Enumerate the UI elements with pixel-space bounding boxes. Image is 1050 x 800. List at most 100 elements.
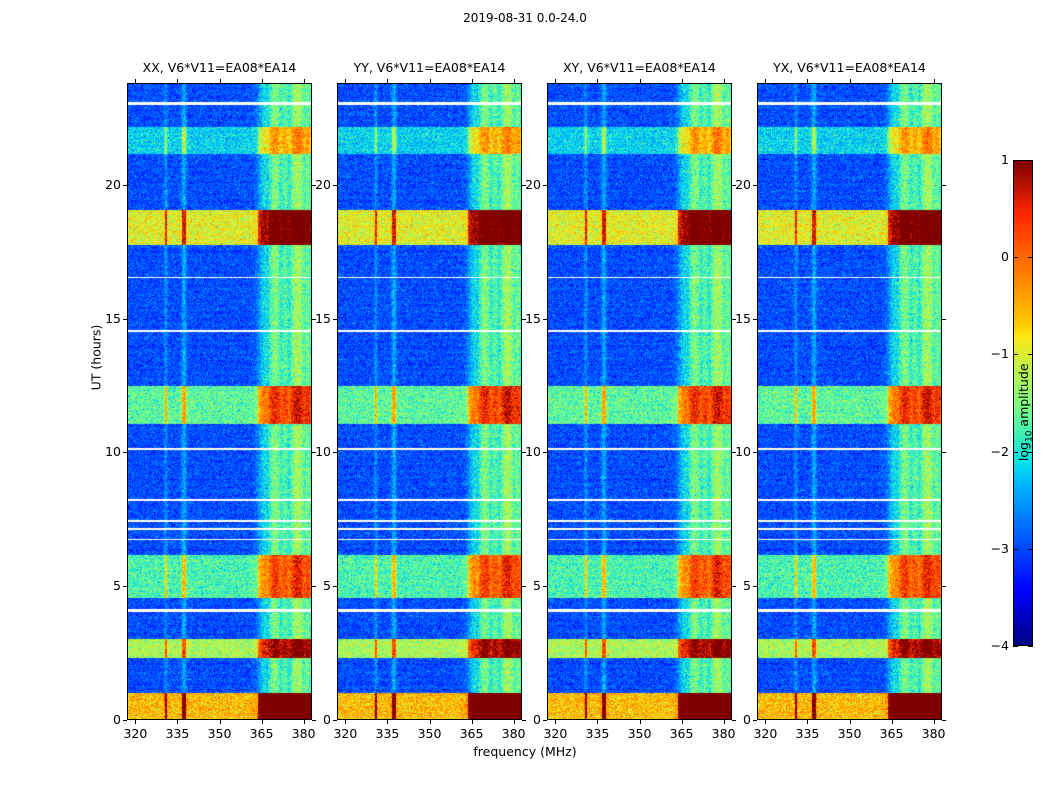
colorbar-tick-mark-right <box>1028 257 1033 259</box>
panel-xy[interactable]: XY, V6*V11=EA08*EA14 <box>547 60 732 720</box>
y-tick-mark-right <box>732 184 736 186</box>
y-tick-label: 10 <box>315 444 331 460</box>
x-tick-label: 380 <box>711 726 736 741</box>
x-tick-mark-top <box>471 79 473 83</box>
y-tick-mark <box>333 720 337 721</box>
x-tick-label: 320 <box>543 726 568 741</box>
y-tick-mark-right <box>522 586 526 588</box>
colorbar-tick-mark-right <box>1028 646 1033 647</box>
x-tick-label: 365 <box>249 726 274 741</box>
panel-yx[interactable]: YX, V6*V11=EA08*EA14 <box>757 60 942 720</box>
waterfall-axes-yy[interactable] <box>337 83 522 720</box>
y-axis-label: UT (hours) <box>88 324 104 391</box>
x-tick-mark-top <box>555 79 557 83</box>
y-tick-mark-right <box>732 720 736 721</box>
colorbar[interactable] <box>1013 160 1033 646</box>
y-tick-mark <box>543 586 547 588</box>
y-tick-label: 15 <box>105 310 121 326</box>
x-tick-label: 320 <box>123 726 148 741</box>
y-tick-mark <box>543 318 547 320</box>
panel-title-xx: XX, V6*V11=EA08*EA14 <box>142 60 297 75</box>
x-tick-mark <box>471 720 473 724</box>
y-tick-mark <box>753 586 757 588</box>
x-tick-mark-top <box>345 79 347 83</box>
y-tick-mark-right <box>732 586 736 588</box>
colorbar-tick-mark-right <box>1028 451 1033 453</box>
x-tick-label: 350 <box>207 726 232 741</box>
y-tick-mark <box>543 720 547 721</box>
x-tick-label: 335 <box>585 726 610 741</box>
y-tick-label: 0 <box>533 712 541 727</box>
y-tick-mark <box>753 452 757 454</box>
y-tick-label: 0 <box>113 712 121 727</box>
y-tick-label: 0 <box>323 712 331 727</box>
x-tick-label: 350 <box>837 726 862 741</box>
panel-title-yx: YX, V6*V11=EA08*EA14 <box>773 60 926 75</box>
x-tick-mark <box>639 720 641 724</box>
x-tick-mark-top <box>723 79 725 83</box>
y-tick-mark-right <box>312 184 316 186</box>
y-tick-mark <box>123 318 127 320</box>
x-tick-mark <box>891 720 893 724</box>
x-tick-mark <box>135 720 137 724</box>
colorbar-tick-mark <box>1013 257 1018 259</box>
y-tick-mark <box>123 452 127 454</box>
colorbar-tick-mark <box>1013 451 1018 453</box>
y-tick-label: 0 <box>743 712 751 727</box>
x-tick-mark-top <box>807 79 809 83</box>
x-tick-mark <box>849 720 851 724</box>
colorbar-tick-mark <box>1013 646 1018 647</box>
x-tick-mark <box>219 720 221 724</box>
y-tick-mark-right <box>312 720 316 721</box>
colorbar-label: log10 amplitude <box>1016 332 1035 492</box>
y-tick-label: 20 <box>525 176 541 192</box>
y-tick-mark <box>123 184 127 186</box>
y-tick-mark <box>123 586 127 588</box>
x-tick-mark-top <box>177 79 179 83</box>
y-tick-label: 10 <box>105 444 121 460</box>
y-tick-label: 20 <box>315 176 331 192</box>
x-tick-mark-top <box>681 79 683 83</box>
colorbar-tick-label: 0 <box>1001 249 1009 265</box>
x-tick-mark-top <box>261 79 263 83</box>
x-tick-label: 380 <box>291 726 316 741</box>
x-tick-mark-top <box>219 79 221 83</box>
colorbar-tick-label: −4 <box>990 638 1009 653</box>
y-tick-label: 15 <box>525 310 541 326</box>
x-tick-label: 335 <box>165 726 190 741</box>
waterfall-axes-yx[interactable] <box>757 83 942 720</box>
y-tick-mark-right <box>522 184 526 186</box>
x-tick-label: 335 <box>375 726 400 741</box>
x-tick-label: 365 <box>879 726 904 741</box>
colorbar-tick-label: −2 <box>990 443 1009 459</box>
waterfall-axes-xy[interactable] <box>547 83 732 720</box>
y-tick-label: 5 <box>113 578 121 594</box>
x-tick-mark-top <box>387 79 389 83</box>
waterfall-axes-xx[interactable] <box>127 83 312 720</box>
y-tick-mark-right <box>312 452 316 454</box>
y-tick-mark-right <box>522 720 526 721</box>
x-tick-label: 365 <box>459 726 484 741</box>
panel-yy[interactable]: YY, V6*V11=EA08*EA14 <box>337 60 522 720</box>
colorbar-tick-mark <box>1013 160 1018 161</box>
y-tick-label: 20 <box>105 176 121 192</box>
y-tick-label: 10 <box>525 444 541 460</box>
panel-xx[interactable]: XX, V6*V11=EA08*EA14 <box>127 60 312 720</box>
y-tick-mark-right <box>942 586 946 588</box>
y-tick-mark <box>753 720 757 721</box>
y-tick-label: 10 <box>735 444 751 460</box>
y-tick-mark <box>333 318 337 320</box>
y-tick-label: 15 <box>315 310 331 326</box>
colorbar-tick-mark-right <box>1028 354 1033 356</box>
y-tick-mark-right <box>732 452 736 454</box>
x-tick-mark-top <box>639 79 641 83</box>
y-tick-mark <box>333 586 337 588</box>
x-tick-mark <box>765 720 767 724</box>
x-tick-mark <box>597 720 599 724</box>
x-tick-label: 350 <box>417 726 442 741</box>
y-tick-mark <box>753 184 757 186</box>
y-tick-mark-right <box>522 452 526 454</box>
x-tick-mark <box>555 720 557 724</box>
x-tick-mark-top <box>135 79 137 83</box>
x-tick-mark-top <box>597 79 599 83</box>
